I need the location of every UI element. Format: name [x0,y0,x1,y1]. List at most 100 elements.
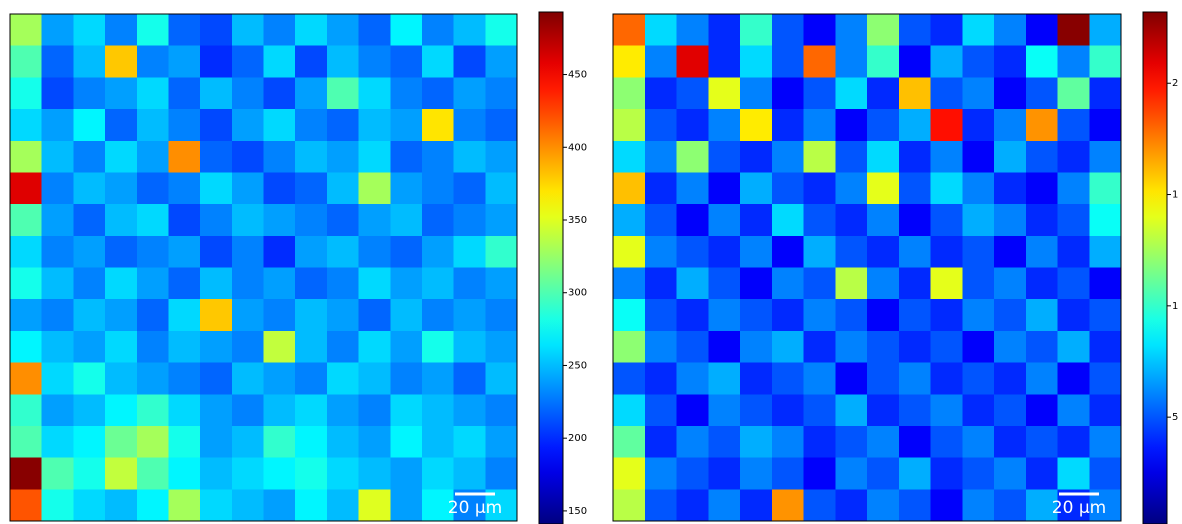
heatmap-cell [898,489,931,522]
heatmap-cell [485,457,518,490]
heatmap-cell [740,362,773,395]
colorbar-tick-label: 150 [568,506,587,517]
heatmap-cell [644,330,677,364]
heatmap-cell [10,204,43,237]
heatmap-cell [644,394,677,427]
heatmap-cell [994,172,1027,205]
heatmap-cell [231,267,264,300]
heatmap-cell [41,457,74,490]
heatmap-cell [73,77,106,110]
heatmap-cell [708,425,741,459]
heatmap-cell [263,330,296,364]
heatmap-cell [1057,267,1090,300]
heatmap-cell [676,140,709,173]
heatmap-cell [295,267,328,300]
heatmap-cell [1025,267,1058,300]
heatmap-cell [613,457,646,490]
heatmap-cell [1089,362,1122,395]
heatmap-cell [295,45,328,78]
heatmap-cell [740,235,773,268]
heatmap-cell [390,299,423,332]
heatmap-cell [1025,235,1058,268]
heatmap-cell [263,489,296,522]
heatmap-cell [930,425,963,459]
heatmap-cell [105,204,138,237]
heatmap-cell [613,140,646,173]
heatmap-cell [1025,394,1058,427]
heatmap-cell [485,109,518,142]
heatmap-cell [644,457,677,490]
heatmap-cell [41,267,74,300]
heatmap-cell [421,77,455,110]
colorbar-tick-label: 1 [1172,301,1178,312]
heatmap-cell [390,489,423,522]
heatmap-cell [41,362,74,395]
heatmap-cell [295,489,328,522]
heatmap-cell [453,204,486,237]
heatmap-cell [168,235,201,268]
heatmap-cell [73,235,106,268]
heatmap-cell [994,140,1027,173]
heatmap-cell [421,14,455,47]
heatmap-cell [994,77,1027,110]
heatmap-cell [771,425,804,459]
heatmap-cell [263,140,296,173]
heatmap-cell [326,299,360,332]
heatmap-cell [295,330,328,364]
heatmap-cell [390,109,423,142]
colorbar-tick-label: 5 [1172,412,1178,423]
heatmap-cell [835,457,868,490]
heatmap-cell [73,140,106,173]
heatmap-cell [295,109,328,142]
heatmap-cell [453,425,486,459]
heatmap-cell [10,425,43,459]
heatmap-cell [771,330,804,364]
heatmap-cell [676,235,709,268]
heatmap-cell [105,330,138,364]
heatmap-cell [835,330,868,364]
heatmap-cell [41,45,74,78]
heatmap-cell [41,394,74,427]
heatmap-cell [930,489,963,522]
heatmap-cell [835,267,868,300]
heatmap-cell [867,109,900,142]
heatmap-cell [867,299,900,332]
heatmap-cell [263,394,296,427]
heatmap-cell [168,394,201,427]
colorbar [538,11,564,524]
heatmap-cell [708,140,741,173]
heatmap-cell [136,330,169,364]
heatmap-cell [994,45,1027,78]
heatmap-cell [898,14,931,47]
heatmap-cell [803,267,836,300]
heatmap-cell [867,172,900,205]
heatmap-cell [105,394,138,427]
heatmap-cell [835,140,868,173]
heatmap-cell [200,235,233,268]
heatmap-cell [613,45,646,78]
heatmap-cell [10,299,43,332]
heatmap-cell [740,299,773,332]
heatmap-cell [485,140,518,173]
heatmap-cell [803,77,836,110]
heatmap-cell [231,172,264,205]
heatmap-cell [10,394,43,427]
heatmap-cell [168,45,201,78]
heatmap-cell [803,362,836,395]
heatmap-cell [326,140,360,173]
heatmap-cell [326,457,360,490]
heatmap-cell [231,45,264,78]
heatmap-cell [898,109,931,142]
heatmap-cell [105,140,138,173]
heatmap-cell [295,14,328,47]
heatmap-cell [295,235,328,268]
heatmap-cell [994,267,1027,300]
heatmap-cell [771,45,804,78]
heatmap-cell [835,425,868,459]
heatmap-cell [105,235,138,268]
heatmap-cell [771,489,804,522]
heatmap-cell [898,299,931,332]
heatmap-cell [485,77,518,110]
heatmap-cell [962,109,995,142]
heatmap-cell [835,235,868,268]
